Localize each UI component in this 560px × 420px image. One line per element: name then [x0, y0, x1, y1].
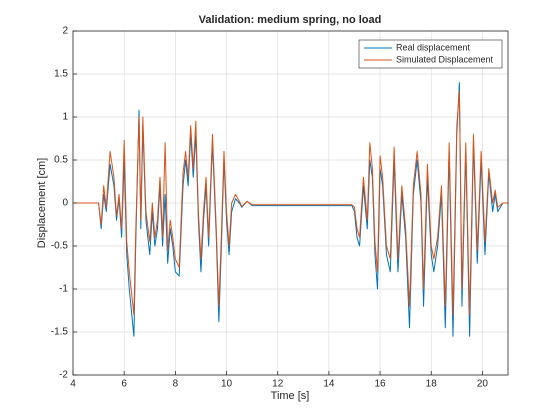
y-tick-label: -1: [59, 284, 68, 295]
y-axis-label: Displacement [cm]: [36, 158, 48, 248]
legend-label: Simulated Displacement: [396, 54, 494, 64]
x-tick-label: 14: [323, 379, 335, 390]
x-tick-label: 20: [477, 379, 489, 390]
y-tick-label: 0.5: [54, 155, 68, 166]
x-axis-label: Time [s]: [271, 390, 310, 402]
lines: [73, 82, 508, 337]
y-tick-label: 1: [62, 112, 68, 123]
chart-title: Validation: medium spring, no load: [199, 14, 382, 26]
y-tick-label: -1.5: [51, 327, 69, 338]
x-tick-label: 12: [272, 379, 284, 390]
y-tick-label: 1.5: [54, 69, 68, 80]
legend-box: [358, 39, 503, 69]
x-tick-label: 4: [70, 379, 76, 390]
y-tick-label: -2: [59, 370, 68, 381]
x-tick-label: 16: [374, 379, 386, 390]
y-tick-label: 2: [62, 26, 68, 37]
x-tick-label: 10: [221, 379, 233, 390]
x-tick-label: 18: [426, 379, 438, 390]
x-tick-label: 6: [121, 379, 127, 390]
x-tick-label: 8: [173, 379, 179, 390]
ticks: 4 6 8 10 12 14 16 18 20 -2 -1.5 -1 -0.5 0 0.5 1 1.5 2: [51, 26, 489, 390]
legend: Real displacement Simulated Displacement: [358, 39, 503, 69]
legend-label: Real displacement: [396, 42, 471, 52]
y-tick-label: 0: [62, 198, 68, 209]
grid: [72, 30, 508, 376]
data-line: [73, 90, 508, 316]
y-tick-label: -0.5: [51, 241, 69, 252]
